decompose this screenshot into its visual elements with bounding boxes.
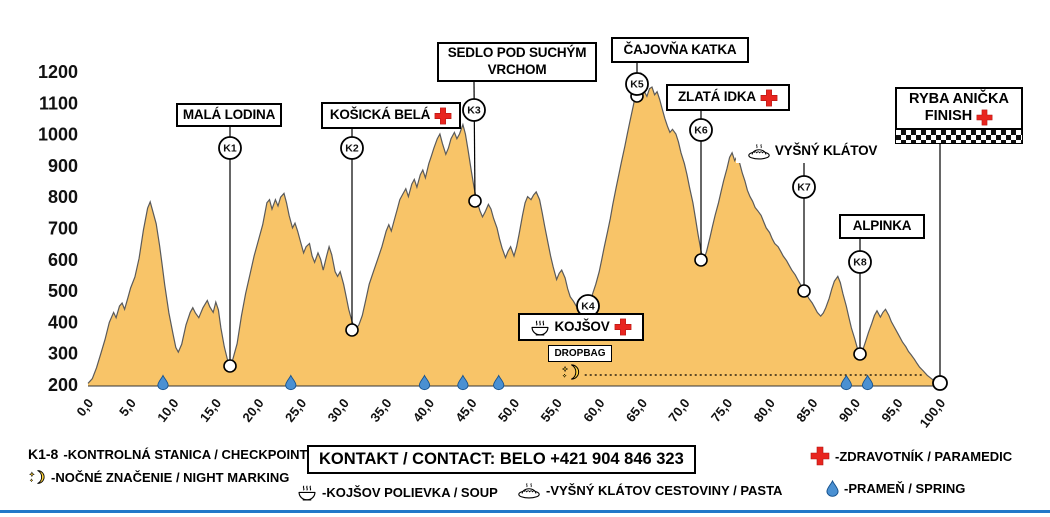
svg-text:K5: K5 bbox=[630, 79, 644, 91]
finish-name: RYBA ANIČKA bbox=[909, 91, 1009, 107]
legend-pasta-text: -VYŠNÝ KLÁTOV CESTOVINY / PASTA bbox=[546, 483, 783, 498]
finish-label: RYBA ANIČKA FINISH bbox=[895, 87, 1023, 144]
checkpoint-name: SEDLO POD SUCHÝM VRCHOM bbox=[447, 45, 587, 77]
svg-text:15,0: 15,0 bbox=[197, 396, 224, 425]
svg-text:5,0: 5,0 bbox=[116, 396, 139, 419]
paramedic-cross-icon bbox=[760, 89, 778, 107]
checkpoint-name: MALÁ LODINA bbox=[182, 106, 276, 122]
svg-text:45,0: 45,0 bbox=[452, 396, 479, 425]
svg-text:75,0: 75,0 bbox=[708, 396, 735, 425]
svg-text:800: 800 bbox=[48, 187, 78, 207]
legend-spring: -PRAMEŇ / SPRING bbox=[826, 480, 965, 497]
svg-text:400: 400 bbox=[48, 312, 78, 332]
checkpoint-name: KOŠICKÁ BELÁ bbox=[329, 107, 431, 123]
checkpoint-label-kosicka-bela: KOŠICKÁ BELÁ bbox=[321, 102, 461, 129]
checkpoint-name: ZLATÁ IDKA bbox=[678, 89, 756, 105]
finish-word: FINISH bbox=[924, 108, 973, 125]
svg-text:0,0: 0,0 bbox=[73, 396, 96, 419]
svg-text:10,0: 10,0 bbox=[154, 396, 181, 425]
svg-text:20,0: 20,0 bbox=[239, 396, 266, 425]
svg-text:80,0: 80,0 bbox=[751, 396, 778, 425]
pasta-icon bbox=[747, 143, 771, 160]
svg-text:700: 700 bbox=[48, 219, 78, 239]
svg-text:70,0: 70,0 bbox=[665, 396, 692, 425]
svg-text:900: 900 bbox=[48, 156, 78, 176]
checkpoint-name: VYŠNÝ KLÁTOV bbox=[774, 142, 878, 158]
legend-night-text: -NOČNÉ ZNAČENIE / NIGHT MARKING bbox=[51, 469, 290, 485]
svg-text:85,0: 85,0 bbox=[793, 396, 820, 425]
legend-pasta: -VYŠNÝ KLÁTOV CESTOVINY / PASTA bbox=[517, 482, 782, 499]
svg-text:60,0: 60,0 bbox=[580, 396, 607, 425]
svg-text:K2: K2 bbox=[345, 143, 359, 155]
dropbag-label: DROPBAG bbox=[548, 345, 612, 362]
legend-night: -NOČNÉ ZNAČENIE / NIGHT MARKING bbox=[28, 468, 289, 486]
legend-spring-text: -PRAMEŇ / SPRING bbox=[844, 481, 966, 496]
checkered-flag-strip bbox=[895, 129, 1023, 144]
svg-text:40,0: 40,0 bbox=[410, 396, 437, 425]
legend-checkpoint-text: -KONTROLNÁ STANICA / CHECKPOINT bbox=[63, 446, 308, 462]
moon-icon bbox=[28, 468, 46, 486]
svg-text:65,0: 65,0 bbox=[623, 396, 650, 425]
svg-text:K4: K4 bbox=[581, 301, 595, 313]
svg-text:1100: 1100 bbox=[39, 93, 78, 113]
svg-text:55,0: 55,0 bbox=[538, 396, 565, 425]
checkpoint-name: ALPINKA bbox=[852, 218, 912, 234]
checkpoint-label-sedlo-pod-suchym-vrchom: SEDLO POD SUCHÝM VRCHOM bbox=[437, 42, 597, 82]
svg-text:100,0: 100,0 bbox=[917, 396, 949, 431]
checkpoint-label-kojsov: KOJŠOV bbox=[518, 313, 644, 341]
legend-medic: -ZDRAVOTNÍK / PARAMEDIC bbox=[810, 446, 1012, 466]
contact-box: KONTAKT / CONTACT: BELO +421 904 846 323 bbox=[307, 445, 696, 474]
svg-text:25,0: 25,0 bbox=[282, 396, 309, 425]
svg-text:35,0: 35,0 bbox=[367, 396, 394, 425]
checkpoint-label-cajovna-katka: ČAJOVŇA KATKA bbox=[611, 37, 749, 63]
pasta-icon bbox=[517, 482, 541, 499]
checkpoint-label-mala-lodina: MALÁ LODINA bbox=[176, 103, 282, 127]
svg-text:600: 600 bbox=[48, 250, 78, 270]
paramedic-cross-icon bbox=[614, 318, 632, 336]
legend-checkpoint: K1-8 -KONTROLNÁ STANICA / CHECKPOINT bbox=[28, 446, 307, 462]
finish-box: RYBA ANIČKA FINISH bbox=[895, 87, 1023, 130]
legend-soup-text: -KOJŠOV POLIEVKA / SOUP bbox=[322, 484, 498, 500]
svg-text:K8: K8 bbox=[853, 257, 867, 269]
svg-text:90,0: 90,0 bbox=[836, 396, 863, 425]
paramedic-cross-icon bbox=[434, 107, 452, 125]
checkpoint-label-zlata-idka: ZLATÁ IDKA bbox=[666, 84, 790, 111]
svg-text:500: 500 bbox=[48, 281, 78, 301]
paramedic-cross-icon bbox=[976, 109, 993, 126]
svg-text:1200: 1200 bbox=[38, 62, 78, 82]
svg-text:30,0: 30,0 bbox=[325, 396, 352, 425]
legend-checkpoint-key: K1-8 bbox=[28, 446, 59, 462]
svg-text:50,0: 50,0 bbox=[495, 396, 522, 425]
checkpoint-label-vysny-klatov: VYŠNÝ KLÁTOV bbox=[736, 139, 888, 163]
contact-text: KONTAKT / CONTACT: BELO +421 904 846 323 bbox=[319, 450, 684, 468]
svg-text:300: 300 bbox=[48, 344, 78, 364]
page-bottom-rule bbox=[0, 510, 1050, 513]
checkpoint-name: ČAJOVŇA KATKA bbox=[623, 41, 737, 57]
svg-text:1000: 1000 bbox=[38, 125, 78, 145]
svg-text:K6: K6 bbox=[694, 125, 708, 137]
checkpoint-name: KOJŠOV bbox=[554, 318, 610, 334]
legend-medic-text: -ZDRAVOTNÍK / PARAMEDIC bbox=[835, 448, 1013, 464]
svg-text:K1: K1 bbox=[223, 143, 237, 155]
svg-text:K3: K3 bbox=[467, 105, 481, 117]
soup-icon bbox=[297, 482, 317, 502]
medic-cross-icon bbox=[810, 446, 830, 466]
svg-text:200: 200 bbox=[48, 375, 78, 395]
spring-drop-icon bbox=[826, 480, 839, 497]
svg-text:95,0: 95,0 bbox=[878, 396, 905, 425]
checkpoint-label-alpinka: ALPINKA bbox=[839, 214, 925, 239]
svg-text:K7: K7 bbox=[797, 182, 811, 194]
soup-icon bbox=[530, 317, 550, 337]
legend-soup: -KOJŠOV POLIEVKA / SOUP bbox=[297, 482, 498, 502]
